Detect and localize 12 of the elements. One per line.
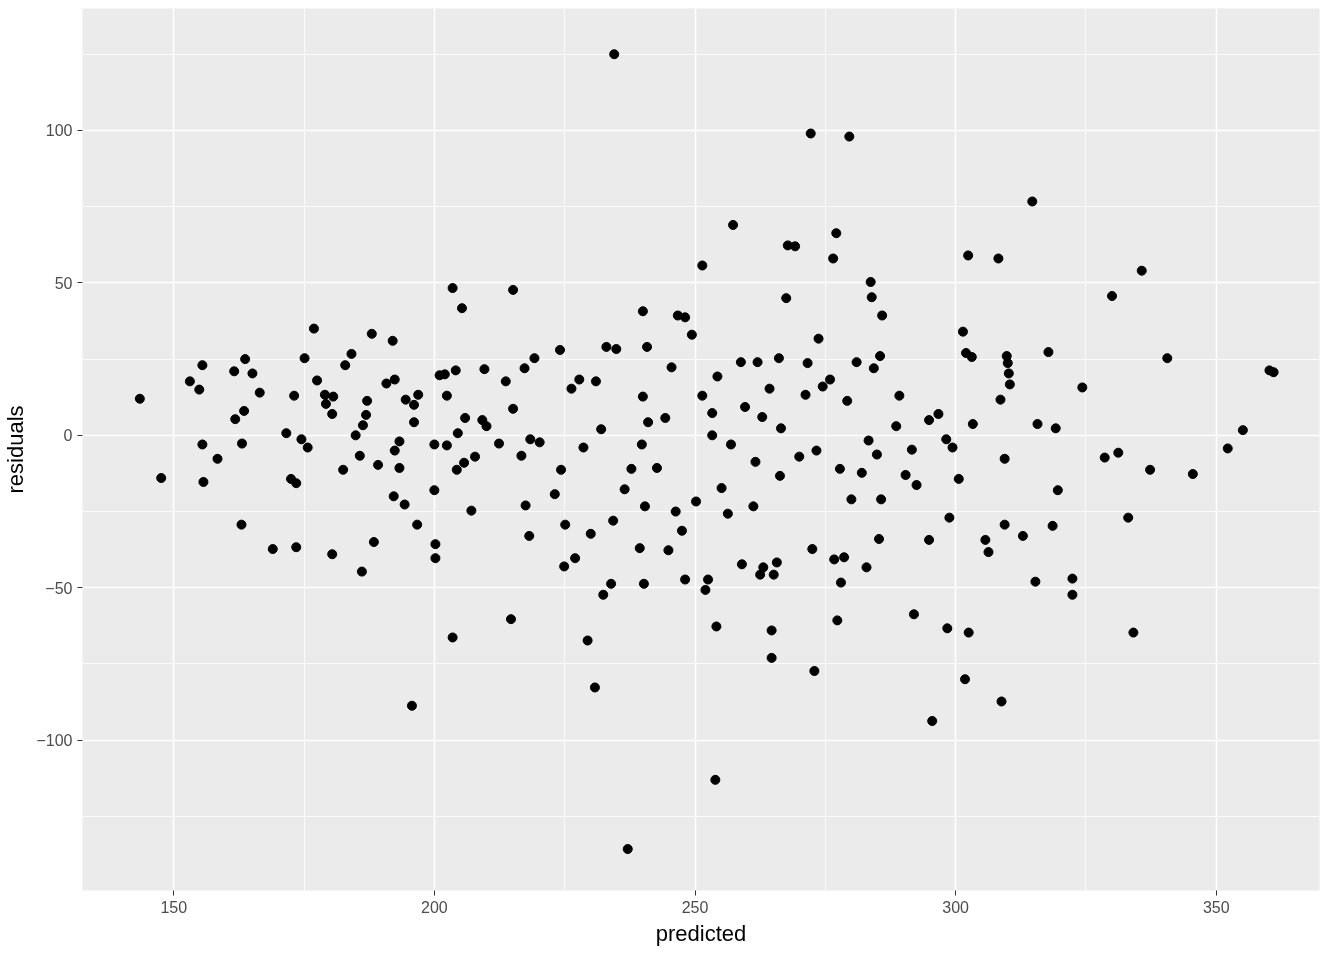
x-tick-label: 350 bbox=[1202, 898, 1230, 916]
y-axis-title: residuals bbox=[3, 405, 29, 494]
y-tick-label: −50 bbox=[45, 579, 73, 597]
x-tick-label: 150 bbox=[160, 898, 188, 916]
x-tick-label: 300 bbox=[942, 898, 970, 916]
y-tick-label: 0 bbox=[63, 427, 73, 445]
y-tick-label: 100 bbox=[45, 122, 73, 140]
x-tick-label: 200 bbox=[421, 898, 448, 916]
x-axis-title: predicted bbox=[655, 920, 747, 946]
y-tick-label: 50 bbox=[54, 274, 73, 292]
x-tick-label: 250 bbox=[681, 898, 709, 916]
y-tick-label: −100 bbox=[36, 732, 73, 750]
